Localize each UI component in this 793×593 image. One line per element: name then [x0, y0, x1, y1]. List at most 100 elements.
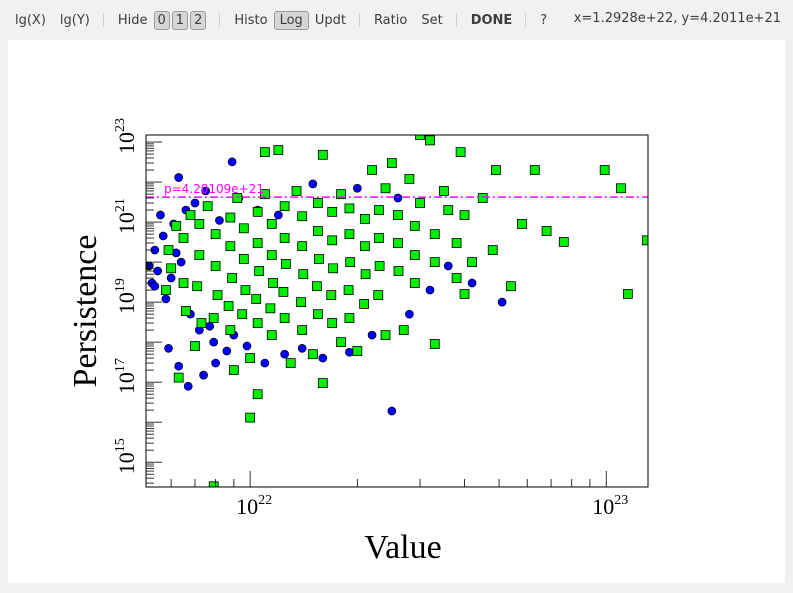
green-point — [506, 281, 516, 292]
blue-point — [280, 349, 289, 359]
done-button[interactable]: DONE — [470, 12, 513, 28]
updt-button[interactable]: Updt — [314, 12, 346, 28]
green-point — [196, 318, 207, 328]
green-point — [297, 211, 308, 222]
x-axis-title: Value — [364, 529, 441, 566]
green-point — [429, 229, 440, 240]
help-button[interactable]: ? — [540, 12, 548, 28]
green-point — [529, 165, 540, 175]
green-point — [210, 261, 221, 271]
green-point — [313, 198, 323, 208]
green-point — [404, 173, 415, 184]
green-point — [622, 289, 633, 299]
blue-point — [443, 261, 453, 271]
blue-point — [387, 406, 397, 416]
green-point — [455, 147, 466, 158]
green-point — [259, 189, 270, 200]
green-point — [386, 158, 397, 168]
plot-canvas[interactable]: p=4.20109e+21 1022 1023 1015 1017 1019 1021 102… — [8, 40, 785, 583]
scatter-plot[interactable]: p=4.20109e+21 1022 1023 1015 1017 1019 1021 102… — [8, 40, 785, 583]
green-point — [393, 266, 404, 276]
green-point — [374, 205, 384, 215]
blue-point — [176, 257, 186, 267]
green-point — [232, 193, 243, 203]
hide-0-button[interactable]: 0 — [153, 10, 170, 30]
green-point — [185, 210, 196, 220]
blue-point — [156, 210, 165, 220]
blue-point — [273, 210, 283, 220]
green-point — [254, 266, 265, 276]
green-point — [208, 313, 219, 323]
green-point — [251, 294, 262, 304]
green-point — [409, 250, 420, 260]
lgx-button[interactable]: lg(X) — [15, 12, 46, 28]
x-tick-label: 1022 — [236, 493, 272, 519]
separator — [102, 13, 104, 27]
blue-point — [201, 186, 210, 196]
blue-point — [227, 157, 237, 167]
green-point — [438, 186, 449, 196]
lgy-button[interactable]: lg(Y) — [59, 12, 90, 28]
green-point — [415, 198, 425, 208]
green-point — [393, 238, 403, 248]
green-point — [279, 233, 290, 243]
blue-point — [242, 341, 252, 351]
y-tick-label: 1021 — [113, 198, 139, 234]
green-point — [163, 245, 174, 255]
green-point — [327, 206, 338, 217]
green-point — [359, 299, 370, 309]
green-point — [345, 257, 356, 268]
green-point — [367, 165, 377, 175]
green-point — [541, 226, 552, 236]
green-point — [373, 290, 384, 300]
green-point — [171, 221, 182, 231]
green-point — [359, 241, 370, 252]
green-point — [228, 365, 239, 376]
green-point — [344, 203, 355, 214]
green-point — [227, 273, 238, 283]
hide-1-button[interactable]: 1 — [171, 10, 189, 30]
green-point — [459, 289, 470, 299]
separator — [455, 13, 457, 27]
green-point — [252, 206, 263, 217]
blue-point — [209, 337, 219, 347]
green-point — [352, 346, 363, 356]
green-point — [558, 236, 569, 247]
green-point — [173, 372, 184, 383]
green-point — [278, 287, 289, 297]
ratio-button[interactable]: Ratio — [373, 12, 408, 28]
blue-point — [215, 216, 224, 225]
hide-2-button[interactable]: 2 — [190, 10, 207, 30]
green-point — [225, 212, 236, 223]
set-button[interactable]: Set — [421, 12, 443, 28]
green-point — [296, 297, 306, 308]
green-point — [425, 135, 435, 146]
green-point — [312, 281, 322, 292]
green-point — [429, 339, 440, 349]
green-point — [225, 241, 236, 252]
green-point — [491, 165, 501, 175]
green-point — [343, 285, 354, 295]
green-point — [297, 325, 308, 335]
green-point — [451, 238, 462, 248]
green-point — [279, 313, 290, 323]
green-point — [374, 261, 385, 271]
green-point — [194, 250, 205, 260]
green-point — [307, 349, 318, 360]
green-point — [225, 325, 236, 335]
blue-point — [467, 278, 477, 288]
points-layer — [146, 135, 648, 487]
green-point — [641, 235, 648, 246]
histo-button[interactable]: Histo — [234, 12, 268, 28]
log-toggle[interactable]: Log — [273, 10, 309, 30]
green-point — [326, 290, 337, 300]
y-tick-label: 1023 — [113, 118, 139, 154]
blue-point — [183, 381, 193, 391]
green-point — [451, 273, 462, 283]
blue-point — [393, 193, 403, 203]
y-axis-title: Persistence — [67, 235, 104, 388]
blue-point — [158, 231, 168, 241]
green-point — [212, 290, 223, 300]
green-point — [252, 318, 263, 328]
